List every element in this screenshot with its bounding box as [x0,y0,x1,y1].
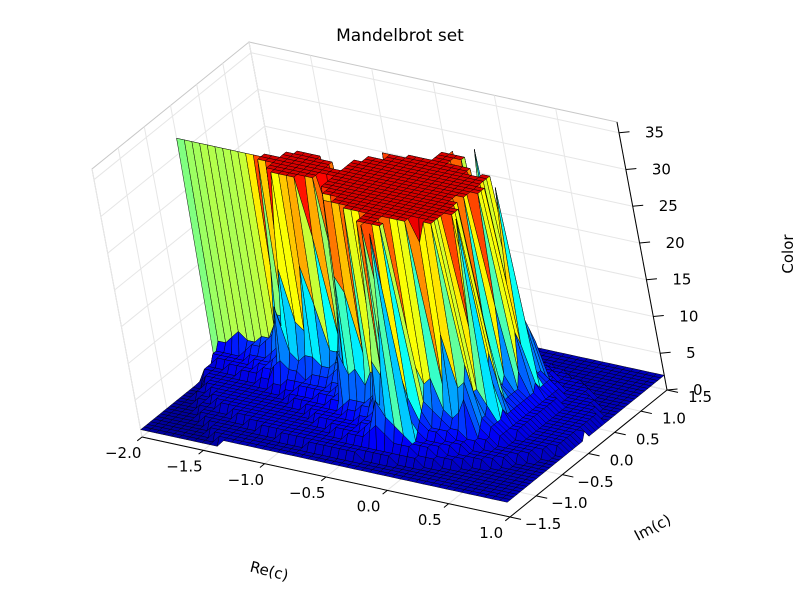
x-tick-label: −1.0 [228,471,264,489]
chart-title: Mandelbrot set [336,26,464,46]
x-tick-mark [259,463,265,468]
grid-line-z [100,88,627,217]
y-tick-mark [640,410,652,415]
z-tick-label: 25 [659,197,678,215]
x-tick-mark [198,449,204,455]
y-tick-mark [614,431,626,436]
z-tick-label: 35 [645,124,664,142]
z-tick-label: 15 [672,271,691,289]
surface-plot [140,138,665,503]
y-tick-mark [562,474,574,478]
z-tick-mark [625,168,637,170]
tick-marks [136,131,679,522]
z-tick-mark [666,388,678,391]
x-tick-label: 1.0 [479,524,503,542]
x-tick-label: 0.5 [418,511,442,529]
x-tick-mark [443,503,449,508]
x-axis-label: Re(c) [248,558,290,585]
surface-cell [216,436,228,447]
z-tick-label: 10 [679,308,698,326]
tick-labels: −2.0−1.5−1.0−0.50.00.51.0 −1.5−1.0−0.50.0… [105,124,712,543]
x-tick-mark [136,436,143,442]
z-tick-label: 20 [666,234,685,252]
z-tick-mark [639,241,651,244]
z-tick-mark [653,315,664,317]
x-tick-label: −0.5 [289,484,325,502]
x-tick-mark [382,489,388,495]
y-tick-label: −1.0 [551,494,587,512]
z-axis-label: Color [779,234,797,274]
surface-cell [499,497,512,503]
y-tick-label: 1.0 [662,409,686,427]
x-tick-label: −1.5 [166,458,202,476]
y-tick-mark [588,453,600,457]
z-tick-label: 0 [693,381,703,399]
y-tick-label: 0.5 [636,431,660,449]
y-tick-label: 1.5 [688,388,712,406]
z-tick-mark [660,351,671,354]
x-tick-label: −2.0 [105,444,141,462]
y-tick-mark [666,389,679,393]
grid-line-z [107,125,633,254]
y-axis-label: Im(c) [631,510,674,544]
x-tick-mark [504,516,511,522]
grid-line-z [93,52,620,181]
z-tick-mark [646,278,657,281]
y-tick-label: 0.0 [610,452,634,470]
x-tick-label: 0.0 [357,498,381,516]
y-tick-label: −1.5 [525,515,561,533]
z-axis-line [616,121,668,391]
z-tick-label: 5 [686,344,696,362]
y-tick-label: −0.5 [577,473,613,491]
z-tick-mark [618,131,630,134]
y-tick-mark [509,516,522,520]
y-tick-mark [536,495,548,499]
z-tick-label: 30 [652,161,671,179]
z-tick-mark [632,204,644,207]
x-tick-mark [320,476,327,482]
